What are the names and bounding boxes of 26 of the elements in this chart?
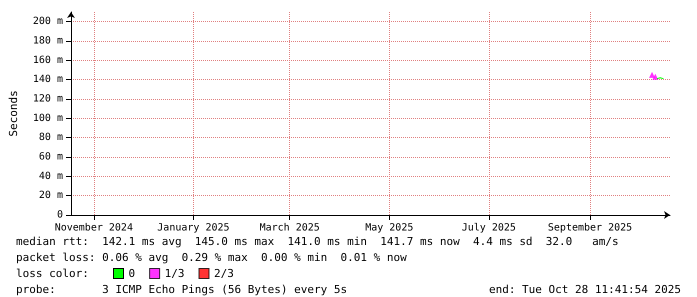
y-tick-label: 80 m <box>38 132 63 144</box>
x-tick-label: January 2025 <box>157 222 230 234</box>
x-tick-label: May 2025 <box>365 222 414 234</box>
legend-label: 0 <box>128 267 136 280</box>
x-tick-label: September 2025 <box>548 222 632 234</box>
legend-title: loss color: <box>16 267 89 280</box>
y-tick-label: 60 m <box>38 152 63 162</box>
x-tick-label: March 2025 <box>260 222 320 234</box>
legend-label: 2/3 <box>214 267 234 280</box>
y-tick-label: 20 m <box>38 190 63 202</box>
text: packet loss: 0.06 % avg 0.29 % max 0.00 % min 0.01 % now <box>16 251 408 264</box>
y-tick-label: 40 m <box>38 170 63 182</box>
text: probe: 3 ICMP Echo Pings (56 Bytes) every 5s <box>16 283 348 296</box>
y-tick-label: 0 <box>56 210 63 220</box>
y-tick-label: 120 m <box>32 94 63 104</box>
y-tick-label: 200 m <box>32 16 63 28</box>
legend-label: 1/3 <box>164 267 184 280</box>
text: end: Tue Oct 28 11:41:54 2025 <box>488 283 682 296</box>
y-tick-label: 100 m <box>32 112 63 124</box>
y-tick-label: 160 m <box>32 54 63 66</box>
y-tick-label: 140 m <box>32 74 63 86</box>
x-tick-label: November 2024 <box>54 222 133 234</box>
x-tick-label: July 2025 <box>462 222 516 234</box>
y-axis-title: Seconds <box>7 90 20 137</box>
y-tick-label: 180 m <box>32 36 63 46</box>
text: median rtt: 142.1 ms avg 145.0 ms max 141.0 ms min 141.7 ms now 4.4 ms sd 32.0 am/s <box>16 235 619 248</box>
